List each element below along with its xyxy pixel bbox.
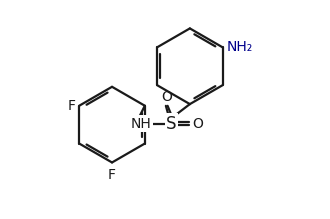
Text: F: F <box>67 99 75 113</box>
Text: O: O <box>161 90 172 104</box>
Text: NH: NH <box>131 117 151 131</box>
Text: NH₂: NH₂ <box>226 40 253 54</box>
Text: O: O <box>192 117 203 131</box>
Text: S: S <box>166 115 177 132</box>
Text: F: F <box>108 168 116 182</box>
